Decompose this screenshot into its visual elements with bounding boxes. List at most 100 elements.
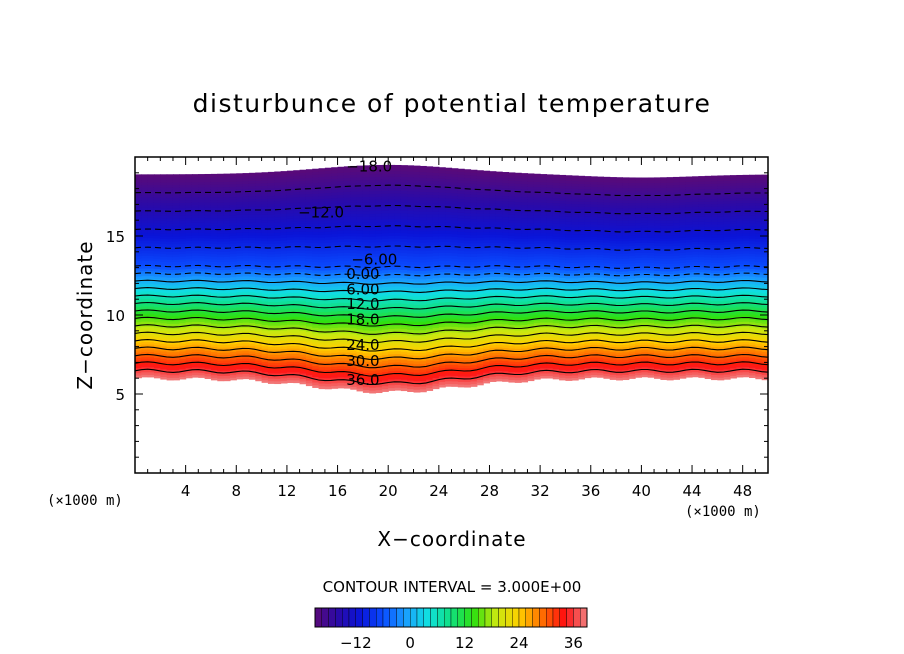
contour-fill-cell — [502, 289, 510, 293]
contour-fill-cell — [502, 365, 510, 369]
contour-fill-cell — [280, 245, 288, 249]
contour-fill-cell — [242, 262, 250, 267]
contour-fill-cell — [185, 194, 193, 198]
contour-fill-cell — [337, 346, 345, 350]
contour-fill-cell — [147, 321, 155, 325]
contour-fill-cell — [362, 287, 370, 291]
contour-fill-cell — [343, 349, 351, 353]
contour-fill-cell — [476, 172, 484, 177]
contour-fill-cell — [286, 191, 294, 196]
contour-fill-cell — [432, 230, 440, 234]
contour-fill-cell — [172, 359, 180, 363]
contour-fill-cell — [438, 266, 446, 270]
contour-fill-cell — [514, 366, 522, 370]
contour-fill-cell — [369, 250, 377, 254]
contour-fill-cell — [166, 259, 174, 263]
contour-fill-cell — [166, 192, 174, 196]
contour-fill-cell — [407, 235, 415, 240]
contour-fill-cell — [432, 302, 440, 306]
contour-fill-cell — [153, 230, 161, 234]
contour-fill-cell — [527, 313, 535, 317]
contour-fill-cell — [160, 187, 168, 191]
contour-fill-cell — [217, 284, 225, 289]
contour-fill-cell — [362, 380, 370, 385]
contour-fill-cell — [514, 267, 522, 271]
contour-fill-cell — [198, 265, 206, 269]
contour-fill-cell — [369, 259, 377, 263]
contour-fill-cell — [419, 253, 427, 257]
contour-fill-cell — [445, 238, 453, 243]
contour-fill-cell — [388, 269, 396, 273]
contour-fill-cell — [438, 233, 446, 237]
contour-fill-cell — [514, 274, 522, 279]
contour-fill-cell — [375, 386, 383, 391]
contour-fill-cell — [413, 346, 421, 351]
contour-fill-cell — [255, 263, 263, 267]
contour-fill-cell — [426, 283, 434, 288]
contour-fill-cell — [394, 350, 402, 355]
contour-fill-cell — [217, 269, 225, 273]
contour-fill-cell — [451, 277, 459, 281]
contour-fill-cell — [388, 336, 396, 341]
contour-fill-cell — [495, 260, 503, 264]
contour-fill-cell — [255, 370, 263, 374]
contour-fill-cell — [451, 364, 459, 368]
contour-fill-cell — [261, 235, 269, 239]
contour-fill-cell — [274, 174, 282, 178]
contour-fill-cell — [242, 373, 250, 377]
contour-fill-cell — [407, 284, 415, 288]
contour-fill-cell — [312, 368, 320, 372]
contour-fill-cell — [489, 247, 497, 251]
contour-fill-cell — [451, 356, 459, 360]
contour-fill-cell — [337, 194, 345, 198]
contour-fill-cell — [147, 270, 155, 274]
contour-fill-cell — [185, 217, 193, 221]
contour-fill-cell — [470, 261, 478, 266]
contour-fill-cell — [337, 216, 345, 220]
contour-fill-cell — [451, 258, 459, 262]
contour-fill-cell — [337, 172, 345, 176]
contour-fill-cell — [419, 312, 427, 317]
contour-fill-cell — [413, 309, 421, 314]
contour-fill-cell — [400, 376, 408, 380]
contour-fill-cell — [350, 227, 358, 231]
contour-fill-cell — [286, 292, 294, 296]
contour-fill-cell — [179, 360, 187, 365]
contour-fill-cell — [419, 354, 427, 359]
contour-fill-cell — [318, 237, 326, 241]
contour-fill-cell — [419, 244, 427, 249]
contour-fill-cell — [350, 174, 358, 178]
contour-fill-cell — [381, 317, 389, 322]
contour-fill-cell — [147, 194, 155, 198]
contour-fill-cell — [362, 344, 370, 348]
contour-fill-cell — [464, 267, 472, 271]
contour-fill-cell — [381, 275, 389, 279]
contour-fill-cell — [135, 275, 142, 280]
contour-fill-cell — [179, 271, 187, 275]
contour-fill-cell — [495, 200, 503, 204]
contour-fill-cell — [470, 183, 478, 187]
contour-fill-cell — [255, 320, 263, 325]
contour-fill-cell — [375, 383, 383, 388]
contour-fill-cell — [312, 176, 320, 181]
contour-fill-cell — [305, 236, 313, 241]
contour-fill-cell — [312, 171, 320, 175]
contour-fill-cell — [280, 194, 288, 199]
contour-fill-cell — [337, 385, 345, 389]
contour-fill-cell — [286, 340, 294, 344]
contour-fill-cell — [438, 367, 446, 372]
contour-fill-cell — [179, 307, 187, 311]
contour-fill-cell — [172, 271, 180, 276]
contour-fill-cell — [166, 351, 174, 355]
contour-fill-cell — [394, 181, 402, 186]
contour-fill-cell — [343, 227, 351, 231]
contour-fill-cell — [407, 210, 415, 214]
contour-fill-cell — [495, 365, 503, 369]
contour-fill-cell — [502, 362, 510, 367]
contour-fill-cell — [324, 275, 332, 279]
contour-fill-cell — [198, 278, 206, 282]
contour-fill-cell — [356, 205, 364, 209]
contour-fill-cell — [141, 187, 149, 191]
contour-fill-cell — [514, 290, 522, 294]
contour-fill-cell — [255, 203, 263, 207]
